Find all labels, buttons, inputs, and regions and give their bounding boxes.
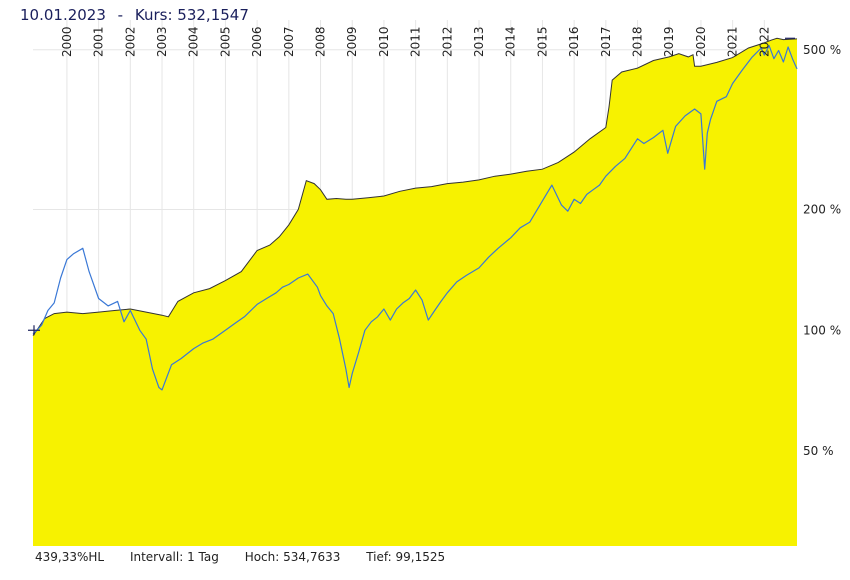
x-tick-label-2010: 2010 xyxy=(377,26,391,57)
x-axis-ticks: 2000 2001 2002 2003 2004 2005 2006 2007 2008 2009… xyxy=(60,26,771,57)
x-tick-label-2011: 2011 xyxy=(409,26,423,57)
y-tick-label-200: 200 % xyxy=(803,202,841,216)
x-tick-label-2022: 2022 xyxy=(757,26,771,57)
y-axis-ticks: 50 % 100 % 200 % 500 % xyxy=(803,43,841,458)
footer-high: Hoch: 534,7633 xyxy=(244,550,341,564)
y-tick-label-500: 500 % xyxy=(803,43,841,57)
footer-interval: Intervall: 1 Tag xyxy=(129,550,219,564)
x-tick-label-2020: 2020 xyxy=(694,26,708,57)
x-tick-label-2017: 2017 xyxy=(599,26,613,57)
x-tick-label-2018: 2018 xyxy=(631,26,645,57)
x-tick-label-2015: 2015 xyxy=(535,26,549,57)
x-tick-label-2021: 2021 xyxy=(726,26,740,57)
title-separator: - xyxy=(117,6,124,24)
title-price-value: 532,1547 xyxy=(177,6,249,24)
x-tick-label-2004: 2004 xyxy=(187,26,201,57)
marker-layer xyxy=(28,37,795,336)
x-tick-label-2013: 2013 xyxy=(472,26,486,57)
x-tick-label-2005: 2005 xyxy=(218,26,232,57)
line-layer xyxy=(32,45,798,391)
y-tick-label-100: 100 % xyxy=(803,323,841,337)
x-tick-label-2000: 2000 xyxy=(60,26,74,57)
x-tick-label-2009: 2009 xyxy=(345,26,359,57)
chart-title: 10.01.2023 - Kurs: 532,1547 xyxy=(20,6,249,24)
area-series-kurs xyxy=(33,38,797,547)
x-tick-label-2016: 2016 xyxy=(567,26,581,57)
footer-low: Tief: 99,1525 xyxy=(366,550,446,564)
area-series-kurs-outline xyxy=(32,37,798,336)
x-tick-label-2014: 2014 xyxy=(504,26,518,57)
x-tick-label-2002: 2002 xyxy=(123,26,137,57)
title-price-label: Kurs: xyxy=(134,6,173,24)
line-series-vergleich xyxy=(32,45,798,391)
y-tick-label-50: 50 % xyxy=(803,444,834,458)
x-tick-label-2019: 2019 xyxy=(662,26,676,57)
x-tick-label-2008: 2008 xyxy=(314,26,328,57)
x-tick-label-2006: 2006 xyxy=(250,26,264,57)
x-tick-label-2003: 2003 xyxy=(155,26,169,57)
footer-hl: 439,33%HL xyxy=(35,550,105,564)
title-date: 10.01.2023 xyxy=(20,6,106,24)
x-tick-label-2001: 2001 xyxy=(92,26,106,57)
x-tick-label-2007: 2007 xyxy=(282,26,296,57)
x-tick-label-2012: 2012 xyxy=(440,26,454,57)
area-layer xyxy=(32,37,798,547)
chart-footer: 439,33%HL Intervall: 1 Tag Hoch: 534,763… xyxy=(35,550,467,564)
